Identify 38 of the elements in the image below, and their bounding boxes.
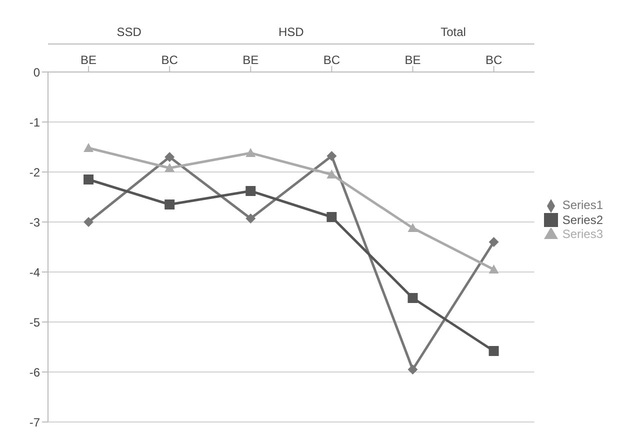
y-tick-label: -6 <box>29 365 40 380</box>
point <box>246 214 256 224</box>
point <box>488 264 499 274</box>
y-tick-label: -7 <box>29 415 40 430</box>
x-tick-label: BE <box>80 53 97 67</box>
y-tick-label: -3 <box>29 215 40 230</box>
point <box>326 212 337 222</box>
point <box>246 186 256 196</box>
legend-label: Series1 <box>562 198 603 212</box>
point <box>246 148 256 157</box>
x-tick-label: BC <box>323 53 340 67</box>
point <box>408 364 418 374</box>
point <box>84 174 94 184</box>
legend-label: Series2 <box>562 212 603 227</box>
y-tick-label: -2 <box>29 165 40 180</box>
x-tick-label: BE <box>404 53 421 67</box>
point <box>488 237 499 247</box>
y-tick-label: -4 <box>29 265 40 280</box>
point <box>84 143 94 152</box>
point <box>408 293 418 303</box>
point <box>164 200 175 210</box>
text: SSD <box>116 25 142 39</box>
point <box>326 151 337 161</box>
point <box>164 163 175 172</box>
point <box>408 223 418 232</box>
point <box>164 152 175 162</box>
x-tick-label: BC <box>161 53 178 67</box>
text: HSD <box>278 25 304 39</box>
text: Total <box>440 25 466 39</box>
x-tick-label: BE <box>242 53 259 67</box>
x-tick-label: BC <box>485 53 502 67</box>
y-tick-label: -1 <box>29 115 40 130</box>
point <box>488 346 499 356</box>
legend-label: Series3 <box>562 227 603 242</box>
point <box>84 217 94 227</box>
y-tick-label: -5 <box>29 315 40 330</box>
y-tick-label: 0 <box>33 65 40 80</box>
point <box>326 170 337 178</box>
